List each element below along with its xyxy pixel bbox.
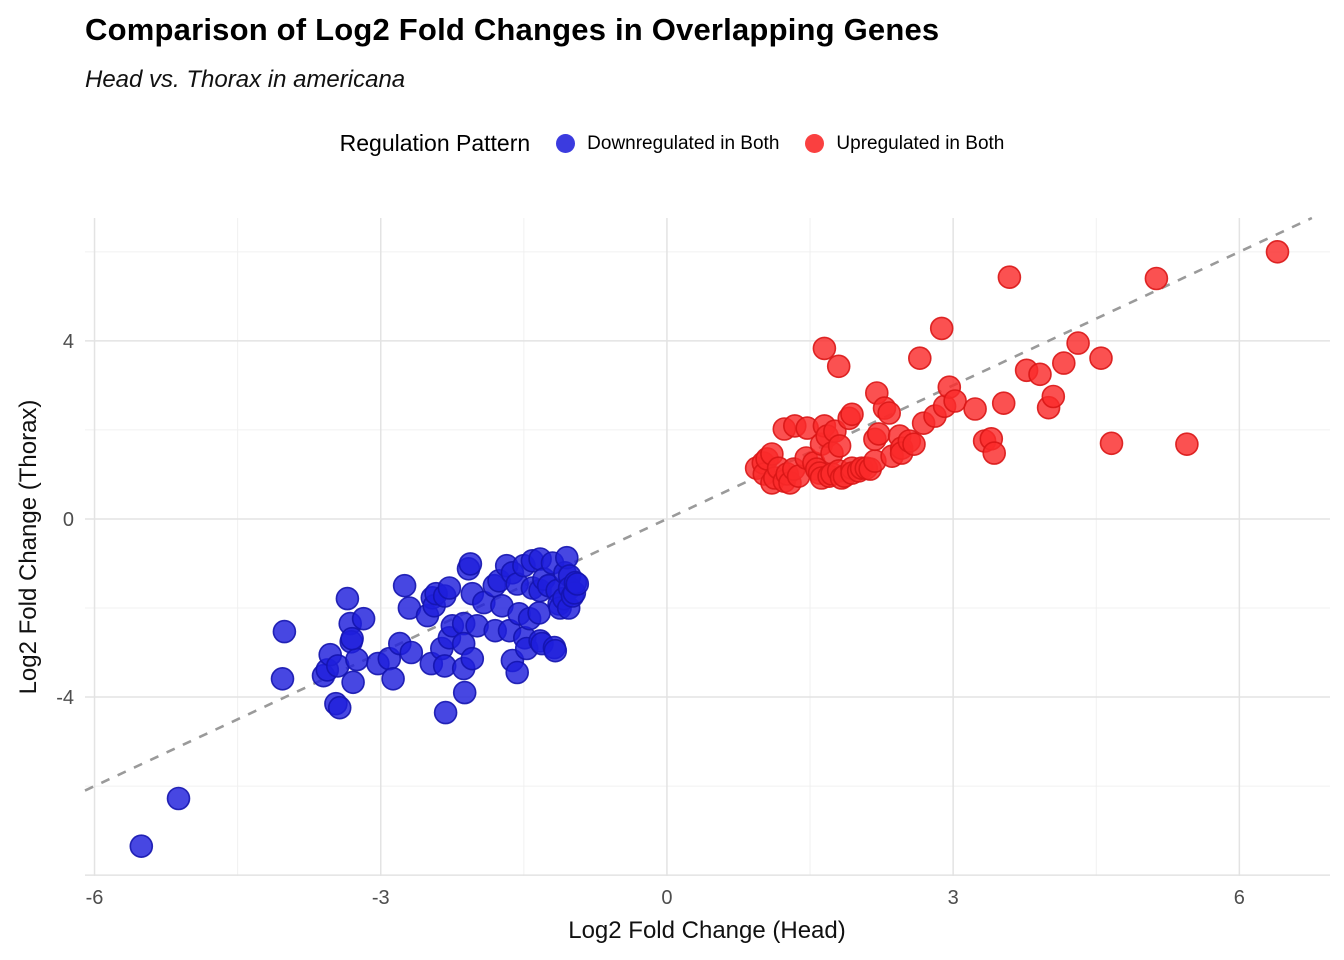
- axis-tick-labels: -6 -3 0 3 6 4 0 -4: [56, 331, 1245, 909]
- svg-text:4: 4: [63, 331, 74, 353]
- page-title: Comparison of Log2 Fold Changes in Overl…: [85, 12, 940, 47]
- upregulated-dot-icon: [805, 134, 825, 153]
- svg-text:6: 6: [1234, 887, 1245, 909]
- y-axis-title: Log2 Fold Change (Thorax): [15, 400, 42, 695]
- legend-item-downregulated: Downregulated in Both: [556, 133, 779, 155]
- svg-text:-4: -4: [56, 687, 74, 709]
- svg-text:3: 3: [948, 887, 959, 909]
- svg-text:-3: -3: [372, 887, 390, 909]
- data-points: [129, 240, 1290, 859]
- legend-item-upregulated: Upregulated in Both: [805, 133, 1004, 155]
- legend-label: Upregulated in Both: [836, 132, 1005, 154]
- downregulated-dot-icon: [556, 134, 576, 153]
- x-axis-title: Log2 Fold Change (Head): [568, 917, 846, 944]
- legend: Regulation Pattern Downregulated in Both…: [0, 130, 1344, 157]
- page-subtitle: Head vs. Thorax in americana: [85, 66, 406, 93]
- legend-label: Downregulated in Both: [587, 132, 780, 154]
- legend-title: Regulation Pattern: [339, 130, 531, 156]
- identity-line: [84, 216, 1313, 792]
- svg-text:0: 0: [661, 887, 672, 909]
- gridlines: [85, 218, 1330, 876]
- svg-text:0: 0: [63, 509, 74, 531]
- svg-text:-6: -6: [86, 887, 104, 909]
